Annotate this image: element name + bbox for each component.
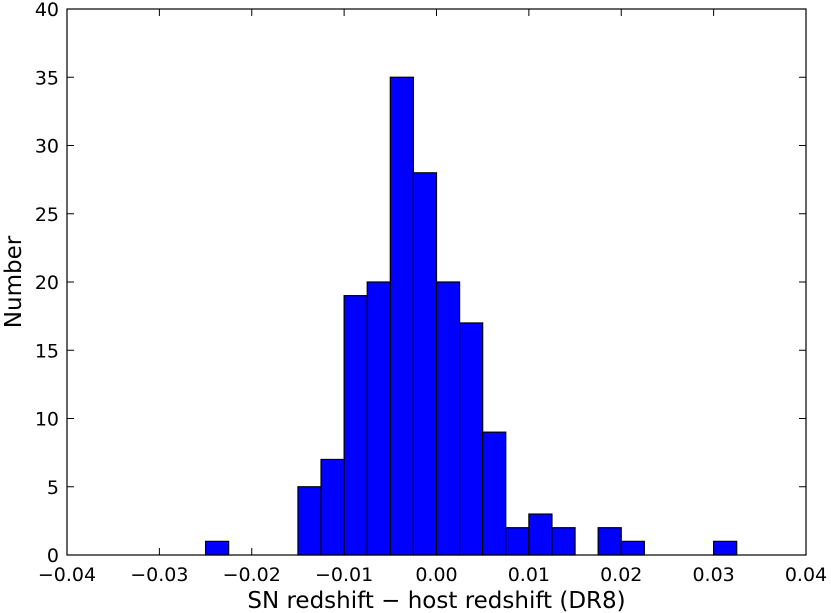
- tick-labels-layer: −0.04 −0.03 −0.02 −0.01 0.00 0.01 0.02 0.03 0.04…: [35, 0, 827, 586]
- y-tick-label: 20: [35, 272, 59, 294]
- y-tick-label: 30: [35, 136, 59, 158]
- histogram-bar: [320, 458, 345, 556]
- histogram-bar: [713, 540, 738, 556]
- x-tick-label: 0.02: [600, 564, 642, 586]
- y-tick-label: 10: [35, 409, 59, 431]
- y-tick-label: 15: [35, 340, 59, 362]
- plot-frame: [66, 8, 807, 556]
- histogram-bar: [458, 322, 484, 556]
- bars-layer: [204, 76, 738, 556]
- histogram-bar: [620, 540, 645, 556]
- histogram-bar: [597, 527, 622, 556]
- histogram-bar: [204, 540, 230, 556]
- y-tick-label: 0: [47, 545, 59, 567]
- y-tick-label: 5: [47, 477, 59, 499]
- histogram-bar: [297, 486, 322, 556]
- histogram-bar: [551, 527, 576, 556]
- histogram-bar: [343, 295, 368, 556]
- histogram-bar: [366, 281, 391, 556]
- x-tick-label: 0.01: [508, 564, 550, 586]
- x-tick-label: 0.00: [415, 564, 457, 586]
- x-tick-label: −0.02: [223, 564, 281, 586]
- histogram-bar: [435, 281, 461, 556]
- histogram-bar: [412, 172, 438, 556]
- x-axis-label: SN redshift − host redshift (DR8): [247, 588, 625, 613]
- x-tick-label: −0.04: [38, 564, 96, 586]
- y-tick-label: 40: [35, 0, 59, 21]
- histogram-bar: [482, 431, 507, 556]
- y-tick-label: 25: [35, 204, 59, 226]
- x-tick-label: 0.04: [785, 564, 827, 586]
- y-axis-label: Number: [1, 235, 27, 328]
- x-tick-label: −0.03: [130, 564, 188, 586]
- x-tick-label: 0.03: [692, 564, 734, 586]
- histogram-bar: [505, 527, 530, 556]
- histogram-bar: [389, 76, 415, 556]
- x-tick-label: −0.01: [315, 564, 373, 586]
- y-tick-label: 35: [35, 67, 59, 89]
- histogram-bar: [528, 513, 553, 556]
